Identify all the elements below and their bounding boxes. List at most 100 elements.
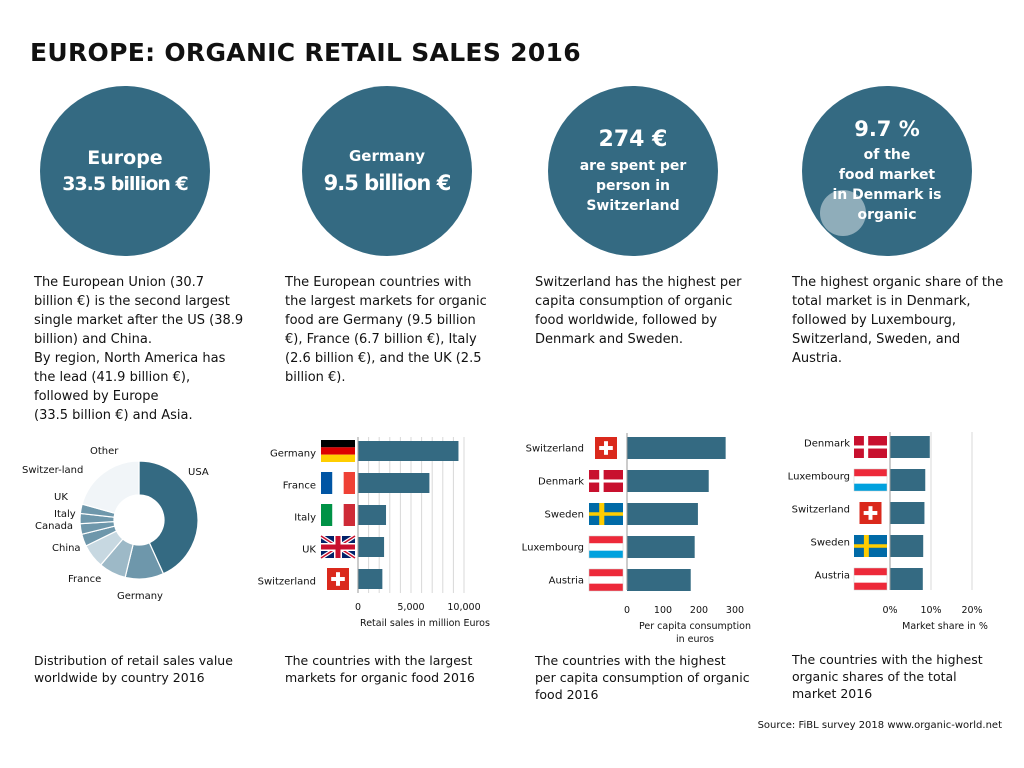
flag-part: [854, 469, 887, 477]
bar-germany: [358, 441, 459, 461]
circle-switzerland: 274 € are spent per person in Switzerlan…: [548, 86, 718, 256]
flag-part: [854, 483, 887, 491]
description-switzerland: Switzerland has the highest per capita c…: [535, 273, 760, 349]
flag-switzerland-icon: [859, 502, 882, 524]
flag-sweden-icon: [589, 503, 623, 525]
description-line: food are Germany (9.5 billion: [285, 313, 476, 328]
category-label-austria: Austria: [549, 576, 584, 587]
description-line: Denmark and Sweden.: [535, 332, 683, 347]
caption-line: markets for organic food 2016: [285, 670, 475, 685]
tick-label: 0%: [882, 605, 897, 616]
flag-part: [589, 583, 623, 591]
category-label-italy: Italy: [294, 513, 316, 524]
description-line: Switzerland, Sweden, and: [792, 332, 961, 347]
flag-part: [853, 468, 888, 492]
flag-part: [854, 582, 887, 590]
flag-austria-icon: [853, 567, 888, 591]
bar-denmark: [890, 436, 930, 458]
flag-germany-icon: [321, 440, 355, 462]
flag-part: [588, 568, 624, 592]
bar-switzerland: [627, 437, 726, 459]
circle-switzerland-text3: Switzerland: [586, 197, 680, 214]
bar-austria: [890, 568, 923, 590]
description-line: single market after the US (38.9: [34, 313, 244, 328]
flag-denmark-icon: [854, 436, 887, 458]
flag-uk-icon: [319, 534, 357, 560]
flag-part: [343, 472, 355, 494]
caption-bar3: The countries with the highest organic s…: [792, 651, 1022, 702]
category-label-sweden: Sweden: [810, 538, 850, 549]
circle-denmark-value: 9.7 %: [854, 117, 920, 141]
axis-title: in euros: [676, 634, 714, 645]
flag-part: [321, 544, 355, 550]
flag-france-icon: [321, 472, 355, 494]
description-line: food worldwide, followed by: [535, 313, 718, 328]
flag-part: [589, 576, 623, 584]
circle-switzerland-text1: are spent per: [579, 157, 687, 174]
description-germany: The European countries with the largest …: [285, 273, 510, 387]
axis-title: Per capita consumption: [639, 621, 751, 632]
bar-luxembourg: [890, 469, 926, 491]
caption-line: worldwide by country 2016: [34, 670, 205, 685]
bar-luxembourg: [627, 536, 695, 558]
axis-title: Retail sales in million Euros: [360, 618, 490, 629]
flag-austria-icon: [588, 568, 624, 592]
flag-part: [343, 504, 355, 526]
flag-part: [332, 504, 344, 526]
flag-part: [321, 504, 333, 526]
description-line: Austria.: [792, 351, 843, 366]
tick-label: 5,000: [397, 602, 424, 613]
description-line: billion €) is the second largest: [34, 294, 230, 309]
flag-switzerland-icon: [327, 568, 349, 590]
category-label-switzerland: Switzerland: [792, 505, 850, 516]
bar-chart-per-capita: Switzerland Denmark Sweden Luxembourg Austri…: [522, 433, 751, 645]
category-label-sweden: Sweden: [544, 510, 584, 521]
flag-part: [589, 550, 623, 558]
description-line: The European Union (30.7: [34, 275, 205, 290]
bar-chart-market-size: Germany France Italy UK Switzerland 0 5,000 10,…: [258, 437, 490, 629]
bar-switzerland: [890, 502, 925, 524]
pie-label-china: China: [52, 543, 81, 554]
flag-part: [321, 454, 355, 462]
description-line: (2.6 billion €), and the UK (2.5: [285, 351, 482, 366]
flag-part: [589, 512, 623, 516]
flag-sweden-icon: [854, 535, 887, 557]
caption-line: organic shares of the total: [792, 669, 957, 684]
flag-part: [589, 536, 623, 544]
flag-part: [599, 446, 613, 450]
pie-label-canada: Canada: [35, 521, 73, 532]
category-label-luxembourg: Luxembourg: [522, 543, 584, 554]
bar-france: [358, 473, 430, 493]
flag-part: [863, 511, 878, 515]
tick-label: 20%: [961, 605, 982, 616]
tick-label: 300: [726, 605, 744, 616]
pie-label-france: France: [68, 574, 101, 585]
bar-austria: [627, 569, 691, 591]
description-line: capita consumption of organic: [535, 294, 733, 309]
pie-slice-usa: [138, 460, 199, 575]
caption-line: The countries with the highest: [535, 653, 726, 668]
bar-switzerland: [358, 569, 383, 589]
flag-switzerland-icon: [595, 437, 617, 459]
caption-bar1: The countries with the largest markets f…: [285, 652, 515, 686]
flag-part: [332, 472, 344, 494]
pie-label-usa: USA: [188, 467, 209, 478]
page-title: EUROPE: ORGANIC RETAIL SALES 2016: [30, 38, 581, 67]
flag-part: [321, 472, 333, 494]
flag-part: [321, 447, 355, 455]
decorative-bubble: [820, 190, 866, 236]
tick-label: 10%: [920, 605, 941, 616]
bar-uk: [358, 537, 385, 557]
description-line: By region, North America has: [34, 351, 226, 366]
caption-line: market 2016: [792, 686, 873, 701]
flag-part: [331, 577, 345, 581]
pie-slice-other: [81, 460, 140, 515]
bar-denmark: [627, 470, 709, 492]
flag-part: [854, 575, 887, 583]
flag-part: [588, 535, 624, 559]
category-label-switzerland: Switzerland: [526, 444, 584, 455]
tick-label: 0: [355, 602, 361, 613]
pie-label-switzer-land: Switzer-land: [22, 465, 83, 476]
circle-europe-label: Europe: [87, 147, 163, 169]
